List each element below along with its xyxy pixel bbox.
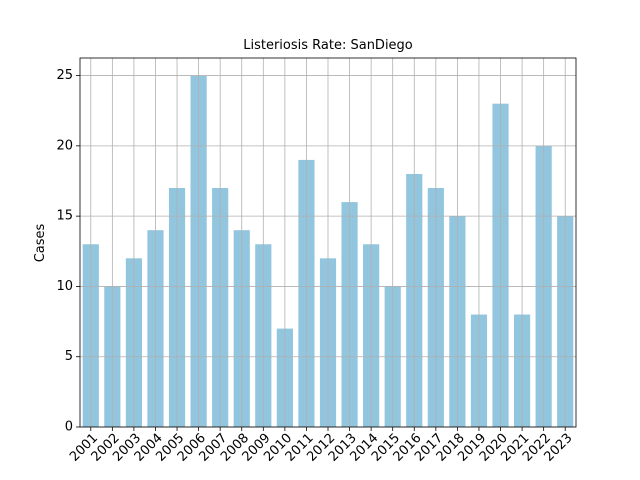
y-tick-label: 25 <box>56 68 73 83</box>
y-tick-label: 0 <box>65 420 73 435</box>
y-tick-label: 15 <box>56 209 73 224</box>
y-axis-label: Cases <box>33 223 48 262</box>
y-tick-label: 5 <box>65 349 73 364</box>
chart-title: Listeriosis Rate: SanDiego <box>243 38 413 53</box>
y-tick-label: 20 <box>56 138 73 153</box>
plot-frame <box>79 57 577 428</box>
y-tick-label: 10 <box>56 279 73 294</box>
